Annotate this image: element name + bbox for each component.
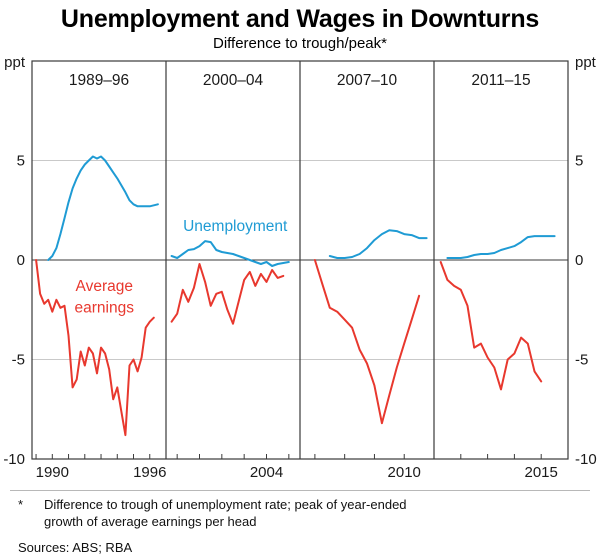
series-line-unemployment: [170, 239, 290, 267]
series-line-earnings: [170, 262, 285, 325]
series-line-earnings: [35, 258, 155, 436]
x-tick-label: 1996: [133, 464, 166, 481]
chart-subtitle: Difference to trough/peak*: [212, 34, 387, 52]
sources: Sources: ABS; RBA: [18, 539, 133, 555]
series-line-earnings: [313, 258, 421, 424]
series-line-unemployment: [47, 155, 159, 261]
x-tick-label: 2010: [388, 464, 421, 481]
y-tick-label-right: 5: [575, 152, 583, 169]
y-tick-label-right: 0: [575, 252, 583, 269]
footnote: * Difference to trough of unemployment r…: [10, 489, 590, 531]
unit-label-left: ppt: [4, 54, 26, 71]
series-line-unemployment: [328, 228, 428, 259]
footnote-line: Difference to trough of unemployment rat…: [44, 496, 407, 512]
series-annotation: earnings: [75, 299, 135, 316]
series-annotation: Unemployment: [183, 218, 288, 235]
chart-title: Unemployment and Wages in Downturns: [60, 5, 540, 33]
y-tick-label-left: -5: [12, 351, 25, 368]
y-tick-label-left: 0: [17, 252, 25, 269]
unit-label-right: ppt: [575, 54, 597, 71]
series-line-unemployment: [446, 234, 556, 259]
chart-canvas: 1990 1996 2004 2010 2015 1989–96 2000–04 2007–1…: [3, 54, 597, 481]
panel-label: 2007–10: [337, 72, 398, 89]
panel-label: 2011–15: [471, 72, 530, 89]
y-tick-label-right: -5: [575, 351, 588, 368]
y-tick-label-right: -10: [575, 451, 597, 468]
x-tick-label: 1990: [36, 464, 69, 481]
x-tick-label: 2004: [250, 464, 283, 481]
y-tick-label-left: 5: [17, 152, 25, 169]
footnote-text: Difference to trough of unemployment rat…: [44, 497, 407, 531]
series-annotation: Average: [76, 278, 133, 295]
panel-label: 2000–04: [203, 72, 264, 89]
series-line-earnings: [439, 260, 543, 391]
footnote-marker: *: [18, 496, 24, 512]
footnote-line: growth of average earnings per head: [44, 513, 257, 529]
y-tick-label-left: -10: [3, 451, 25, 468]
x-tick-label: 2015: [525, 464, 558, 481]
panel-label: 1989–96: [69, 72, 129, 89]
